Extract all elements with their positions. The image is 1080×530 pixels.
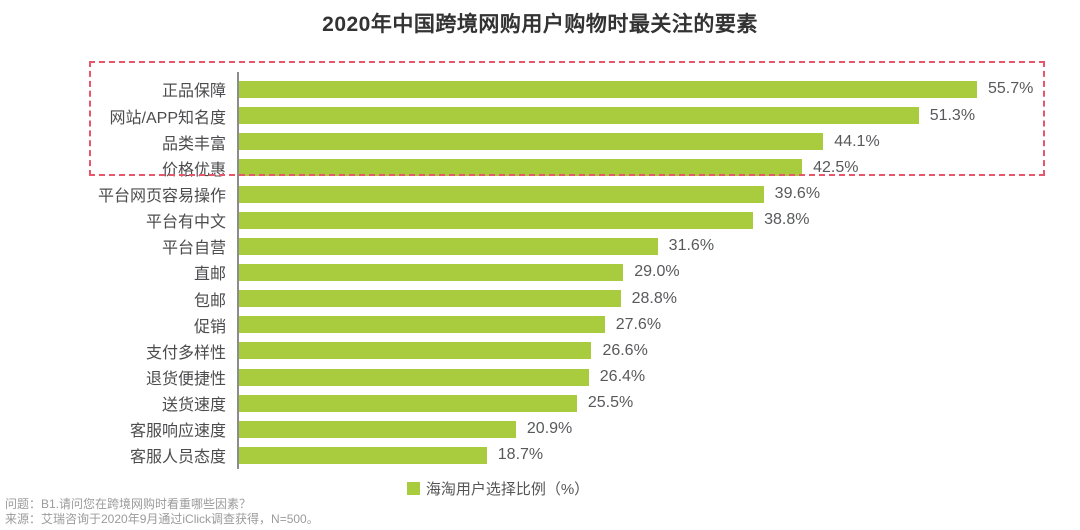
bar-row: 网站/APP知名度 51.3% <box>0 103 1080 129</box>
category-label: 网站/APP知名度 <box>109 109 226 127</box>
value-label: 44.1% <box>834 132 880 150</box>
highlight-dashed-box <box>89 61 1045 176</box>
bar-row: 客服响应速度 20.9% <box>0 416 1080 442</box>
bar <box>239 446 487 464</box>
category-label: 包邮 <box>193 292 226 310</box>
bar-row: 客服人员态度 18.7% <box>0 442 1080 468</box>
bar <box>239 133 824 151</box>
category-label: 支付多样性 <box>145 344 226 362</box>
value-label: 38.8% <box>764 211 810 229</box>
category-label: 退货便捷性 <box>145 371 226 388</box>
category-label: 客服人员态度 <box>129 449 226 467</box>
category-label: 促销 <box>193 318 226 336</box>
category-label: 送货速度 <box>161 397 226 415</box>
value-label: 28.8% <box>631 289 677 307</box>
bar <box>239 237 658 255</box>
footer-question: 问题：B1.请问您在跨境网购时看重哪些因素？ <box>5 497 252 511</box>
bar <box>239 107 919 125</box>
bar-row: 品类丰富 44.1% <box>0 129 1080 155</box>
bar <box>239 159 803 177</box>
category-label: 直邮 <box>193 266 226 284</box>
bar-row: 退货便捷性 26.4% <box>0 364 1080 390</box>
value-label: 55.7% <box>988 80 1034 98</box>
y-axis-line <box>237 72 239 469</box>
bar-row: 平台网页容易操作 39.6% <box>0 181 1080 207</box>
bar <box>239 368 589 386</box>
bar-rows: 正品保障 55.7% 网站/APP知名度 51.3% 品类丰富 44.1% 价格优惠 42.5… <box>0 76 1080 468</box>
value-label: 26.6% <box>602 341 648 359</box>
category-label: 品类丰富 <box>161 135 226 153</box>
value-label: 18.7% <box>497 446 544 464</box>
category-label: 正品保障 <box>161 83 226 101</box>
value-label: 25.5% <box>587 394 634 412</box>
bar <box>239 211 754 229</box>
value-label: 39.6% <box>774 185 821 203</box>
legend: 海淘用户选择比例（%） <box>0 478 1038 499</box>
value-label: 42.5% <box>813 158 859 176</box>
legend-marker-icon <box>406 482 420 495</box>
bar <box>239 290 621 308</box>
bar <box>239 263 624 281</box>
bar-row: 促销 27.6% <box>0 312 1080 338</box>
bar-row: 平台有中文 38.8% <box>0 207 1080 233</box>
value-label: 27.6% <box>615 315 662 333</box>
bar <box>239 394 577 412</box>
bar <box>239 316 605 334</box>
footer-source: 来源：艾瑞咨询于2020年9月通过iClick调查获得，N=500。 <box>5 512 319 526</box>
bar-row: 支付多样性 26.6% <box>0 338 1080 364</box>
category-label: 平台有中文 <box>145 214 226 232</box>
bar-row: 送货速度 25.5% <box>0 390 1080 416</box>
value-label: 51.3% <box>929 106 976 124</box>
bar-row: 包邮 28.8% <box>0 286 1080 312</box>
value-label: 20.9% <box>526 420 573 438</box>
value-label: 29.0% <box>634 263 680 281</box>
chart-title: 2020年中国跨境网购用户购物时最关注的要素 <box>322 13 758 36</box>
bar <box>239 185 764 203</box>
category-label: 平台网页容易操作 <box>97 188 226 206</box>
category-label: 平台自营 <box>161 240 226 258</box>
bar-row: 直邮 29.0% <box>0 259 1080 285</box>
bar <box>239 420 516 438</box>
value-label: 26.4% <box>599 368 646 385</box>
legend-label: 海淘用户选择比例（%） <box>425 481 590 498</box>
value-label: 31.6% <box>668 237 715 255</box>
bar-row: 正品保障 55.7% <box>0 76 1080 102</box>
bar <box>239 80 977 98</box>
bar <box>239 342 592 360</box>
category-label: 客服响应速度 <box>129 423 226 441</box>
bar-row: 平台自营 31.6% <box>0 233 1080 259</box>
footer: 问题：B1.请问您在跨境网购时看重哪些因素？ 来源：艾瑞咨询于2020年9月通过… <box>5 497 319 527</box>
